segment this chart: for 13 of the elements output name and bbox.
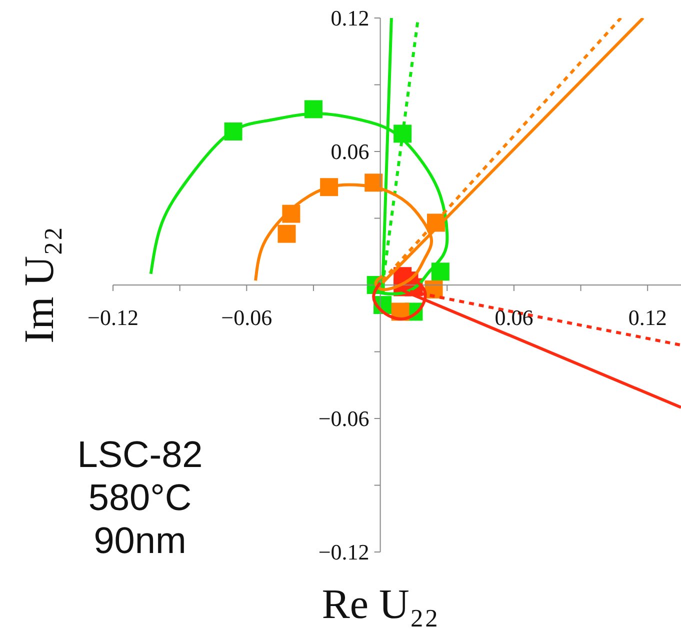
annotation: 90nm xyxy=(94,519,186,562)
y-tick-label: 0.06 xyxy=(330,139,370,164)
y-tick-label: 0.12 xyxy=(330,6,370,31)
x-tick-label: −0.12 xyxy=(88,304,138,330)
x-tick-label: 0.06 xyxy=(494,304,534,330)
y-axis-title: Im U₂₂ xyxy=(16,226,64,344)
x-axis-title: Re U₂₂ xyxy=(322,581,439,629)
y-tick-label: −0.06 xyxy=(318,406,370,432)
annotation: 580°C xyxy=(88,476,192,519)
annotation: LSC-82 xyxy=(77,433,203,476)
y-tick-label: −0.12 xyxy=(318,540,370,565)
x-tick-label: 0.12 xyxy=(628,304,667,330)
x-tick-label: −0.06 xyxy=(221,304,272,330)
